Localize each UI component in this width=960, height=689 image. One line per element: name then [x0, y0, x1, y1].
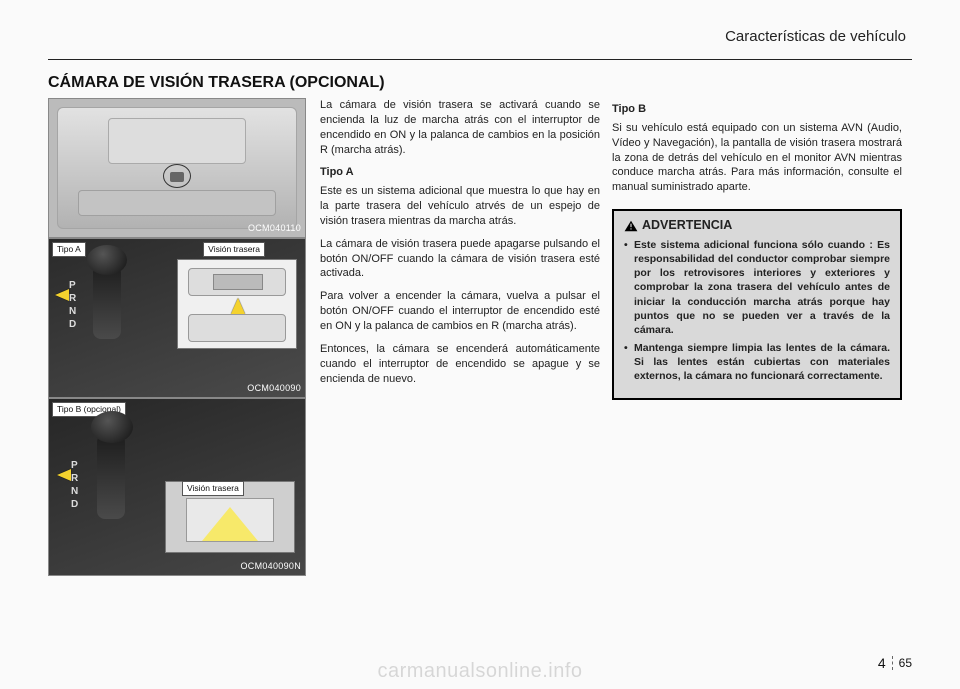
footer-page-number: 65 — [892, 656, 912, 670]
text-column-middle: La cámara de visión trasera se activará … — [320, 98, 600, 576]
arrow-reverse-icon — [55, 289, 69, 301]
warning-triangle-icon — [624, 220, 638, 232]
warning-box: ADVERTENCIA Este sistema adicional funci… — [612, 209, 902, 400]
camera-highlight-circle — [163, 164, 191, 188]
paragraph: La cámara de visión trasera se activará … — [320, 98, 600, 157]
watermark-text: carmanualsonline.info — [377, 660, 582, 683]
figure-tipo-b: Tipo B (opcional) P R N D Visión trasera… — [48, 398, 306, 576]
arrow-up-icon — [231, 298, 245, 314]
nav-inset: Visión trasera — [165, 481, 295, 553]
rear-window-shape — [108, 118, 246, 164]
warning-label: ADVERTENCIA — [642, 217, 732, 234]
content-columns: OCM040110 Tipo A Visión trasera P R N D — [48, 98, 912, 576]
paragraph: La cámara de visión trasera puede apagar… — [320, 237, 600, 282]
paragraph: Entonces, la cámara se encenderá automát… — [320, 342, 600, 387]
nav-screen-shape — [186, 498, 274, 542]
mirror-inset — [177, 259, 297, 349]
manual-page: Características de vehículo CÁMARA DE VI… — [0, 0, 960, 689]
prndl-text: P R N D — [71, 459, 78, 511]
figure-code: OCM040090N — [240, 560, 301, 572]
warning-heading: ADVERTENCIA — [624, 217, 890, 234]
header-rule — [48, 59, 912, 60]
shift-knob-shape — [87, 245, 127, 275]
tipo-a-heading: Tipo A — [320, 165, 600, 180]
bumper-shape — [78, 190, 276, 216]
shift-knob-shape — [91, 411, 133, 443]
figure-rear-vehicle: OCM040110 — [48, 98, 306, 238]
paragraph: Este es un sistema adicional que muestra… — [320, 184, 600, 229]
warning-item: Mantenga siempre limpia las lentes de la… — [624, 341, 890, 384]
header-section: Características de vehículo — [48, 28, 912, 45]
figure-stack: OCM040110 Tipo A Visión trasera P R N D — [48, 98, 308, 576]
page-footer: 4 65 — [878, 655, 912, 671]
mirror-screen-shape — [213, 274, 263, 290]
figure-code: OCM040110 — [248, 222, 301, 234]
warning-list: Este sistema adicional funciona sólo cua… — [624, 238, 890, 384]
tipo-a-label: Tipo A — [52, 242, 86, 257]
mirror-shape-alt — [188, 314, 286, 342]
page-title: CÁMARA DE VISIÓN TRASERA (OPCIONAL) — [48, 74, 912, 92]
paragraph: Para volver a encender la cámara, vuelva… — [320, 289, 600, 334]
footer-section-number: 4 — [878, 655, 886, 671]
paragraph: Si su vehículo está equipado con un sist… — [612, 121, 902, 195]
vision-trasera-label: Visión trasera — [203, 242, 265, 257]
figure-tipo-a: Tipo A Visión trasera P R N D OCM040090 — [48, 238, 306, 398]
figure-column: OCM040110 Tipo A Visión trasera P R N D — [48, 98, 308, 576]
warning-item: Este sistema adicional funciona sólo cua… — [624, 238, 890, 337]
figure-code: OCM040090 — [247, 382, 301, 394]
prndl-text: P R N D — [69, 279, 76, 331]
road-shape — [202, 507, 258, 541]
arrow-reverse-icon — [57, 469, 71, 481]
vision-trasera-label: Visión trasera — [182, 481, 244, 496]
text-column-right: Tipo B Si su vehículo está equipado con … — [612, 98, 902, 576]
car-body-shape — [57, 107, 297, 229]
tipo-b-heading: Tipo B — [612, 102, 902, 117]
